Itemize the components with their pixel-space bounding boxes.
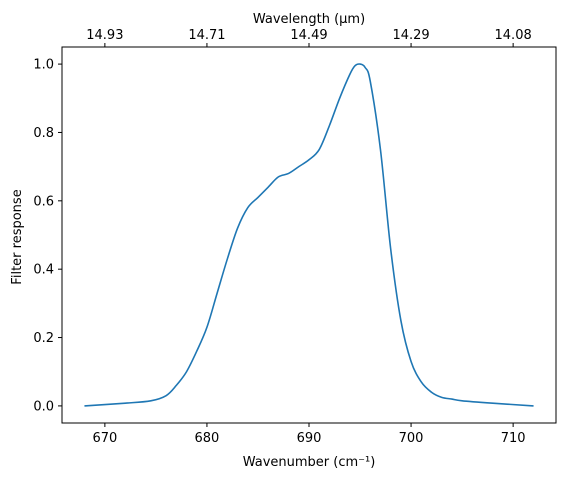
y-tick-label: 0.4 <box>33 263 54 278</box>
top-tick-label: 14.71 <box>188 28 225 43</box>
left-axis-ticks: 0.0 0.2 0.4 0.6 0.8 1.0 <box>33 58 62 414</box>
y-tick-label: 0.6 <box>33 194 54 209</box>
top-axis-ticks: 14.93 14.71 14.49 14.29 14.08 <box>86 28 532 47</box>
x-tick-label: 690 <box>297 431 322 446</box>
top-tick-label: 14.49 <box>290 28 327 43</box>
x-tick-label: 670 <box>92 431 117 446</box>
top-tick-label: 14.29 <box>392 28 429 43</box>
bottom-axis-ticks: 670 680 690 700 710 <box>92 423 526 446</box>
x-tick-label: 710 <box>501 431 526 446</box>
x-axis-title: Wavenumber (cm⁻¹) <box>243 455 376 470</box>
y-tick-label: 1.0 <box>33 58 54 73</box>
y-axis-title: Filter response <box>10 189 25 284</box>
plot-area <box>61 46 557 424</box>
top-axis-title: Wavelength (μm) <box>253 12 365 27</box>
x-tick-label: 680 <box>195 431 220 446</box>
y-tick-label: 0.8 <box>33 126 54 141</box>
top-tick-label: 14.93 <box>86 28 123 43</box>
top-tick-label: 14.08 <box>495 28 532 43</box>
x-tick-label: 700 <box>399 431 424 446</box>
filter-response-line <box>84 63 534 407</box>
y-tick-label: 0.2 <box>33 331 54 346</box>
y-tick-label: 0.0 <box>33 399 54 414</box>
